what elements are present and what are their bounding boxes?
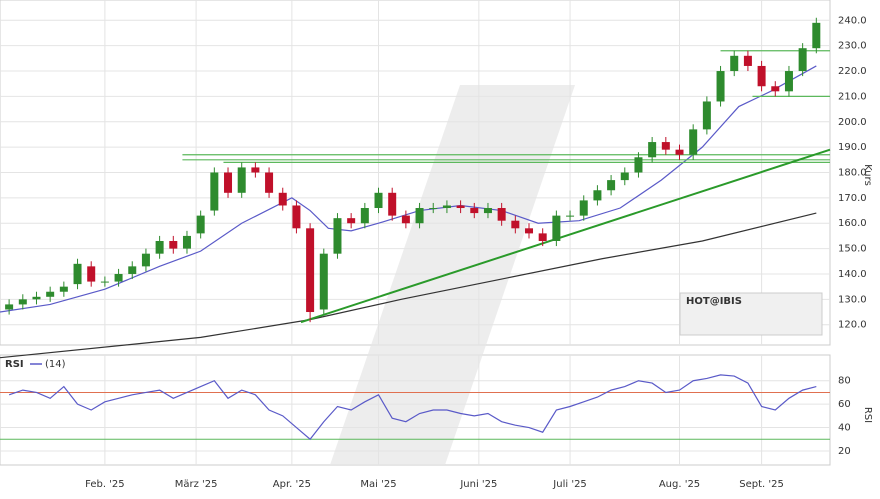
candle-body (579, 200, 588, 216)
candle-body (182, 235, 191, 249)
y-tick-label: 140.0 (838, 269, 867, 280)
y-tick-label: 170.0 (838, 193, 867, 204)
candle-body (470, 208, 479, 214)
x-tick-label: Aug. '25 (659, 479, 700, 490)
candle-body (210, 172, 219, 211)
y-tick-label: 160.0 (838, 218, 867, 229)
y-label: Kurs (862, 164, 873, 186)
candle-body (552, 215, 561, 241)
candle-body (360, 208, 369, 224)
sma-line (0, 65, 817, 313)
candle-body (798, 48, 807, 72)
candle-body (483, 208, 492, 214)
candle-body (620, 172, 629, 181)
candle-body (265, 172, 274, 193)
y-tick-label: 210.0 (838, 91, 867, 102)
candle-body (607, 180, 616, 191)
candle-body (648, 142, 657, 158)
candle-body (87, 266, 96, 282)
candle-body (5, 304, 14, 310)
candle-body (141, 253, 150, 267)
candle-body (306, 228, 315, 313)
candle-body (278, 192, 287, 206)
rsi-title: RSI (5, 359, 24, 370)
y-tick-label: 180.0 (838, 168, 867, 179)
legend-box (679, 292, 823, 336)
candle-body (415, 208, 424, 224)
candle-body (224, 172, 233, 193)
candle-body (155, 240, 164, 254)
candle-body (429, 208, 438, 210)
candle-body (675, 149, 684, 155)
candle-body (743, 55, 752, 66)
candle-body (566, 215, 575, 217)
watermark (330, 85, 575, 465)
candle-body (757, 65, 766, 87)
x-tick-label: März '25 (175, 479, 218, 490)
x-tick-label: Juli '25 (552, 479, 587, 490)
candle-body (525, 228, 534, 234)
candle-body (59, 286, 68, 292)
candle-body (73, 263, 82, 285)
y-tick-label: 220.0 (838, 66, 867, 77)
y-tick-label: 240.0 (838, 15, 867, 26)
candle-body (347, 218, 356, 224)
candle-body (634, 157, 643, 173)
candle-body (374, 192, 383, 209)
x-tick-label: Apr. '25 (273, 479, 311, 490)
x-tick-label: Sept. '25 (739, 479, 784, 490)
candle-body (319, 253, 328, 310)
candle-body (771, 86, 780, 92)
candle-body (32, 296, 41, 300)
legend-title: HOT@IBIS (686, 296, 742, 307)
y-tick-label: 20 (838, 446, 851, 457)
y-tick-label: 230.0 (838, 41, 867, 52)
candle-body (593, 190, 602, 201)
y-tick-label: 200.0 (838, 117, 867, 128)
candle-body (538, 233, 547, 241)
candle-body (292, 205, 301, 229)
candle-body (251, 167, 260, 173)
candle-body (661, 142, 670, 150)
x-tick-label: Feb. '25 (85, 479, 125, 490)
candle-body (18, 299, 27, 305)
candle-body (716, 71, 725, 102)
legend-label: (14) (45, 359, 66, 370)
sma-line (0, 212, 817, 359)
candle-body (812, 22, 821, 49)
candle-body (114, 273, 123, 282)
y-tick-label: 40 (838, 423, 851, 434)
y-tick-label: 60 (838, 399, 851, 410)
candle-body (702, 101, 711, 130)
candle-body (169, 240, 178, 249)
candle-body (128, 266, 137, 274)
candle-body (401, 215, 410, 224)
candle-body (497, 208, 506, 221)
y-tick-label: 130.0 (838, 294, 867, 305)
candle-body (333, 218, 342, 254)
y-tick-label: 150.0 (838, 244, 867, 255)
candle-body (46, 291, 55, 297)
y-tick-label: 120.0 (838, 320, 867, 331)
candle-body (388, 192, 397, 216)
y-tick-label: 80 (838, 376, 851, 387)
rsi-line (8, 374, 817, 441)
candle-body (196, 215, 205, 234)
x-tick-label: Juni '25 (459, 479, 497, 490)
candle-body (237, 167, 246, 193)
rsi-y-label: RSI (862, 407, 873, 423)
candle-body (100, 281, 109, 283)
candle-body (784, 71, 793, 92)
candle-body (456, 205, 465, 209)
annotation-line (300, 148, 831, 324)
candle-body (442, 205, 451, 209)
y-tick-label: 190.0 (838, 142, 867, 153)
x-tick-label: Mai '25 (360, 479, 396, 490)
candle-body (689, 129, 698, 155)
candle-body (511, 220, 520, 229)
candle-body (730, 55, 739, 72)
